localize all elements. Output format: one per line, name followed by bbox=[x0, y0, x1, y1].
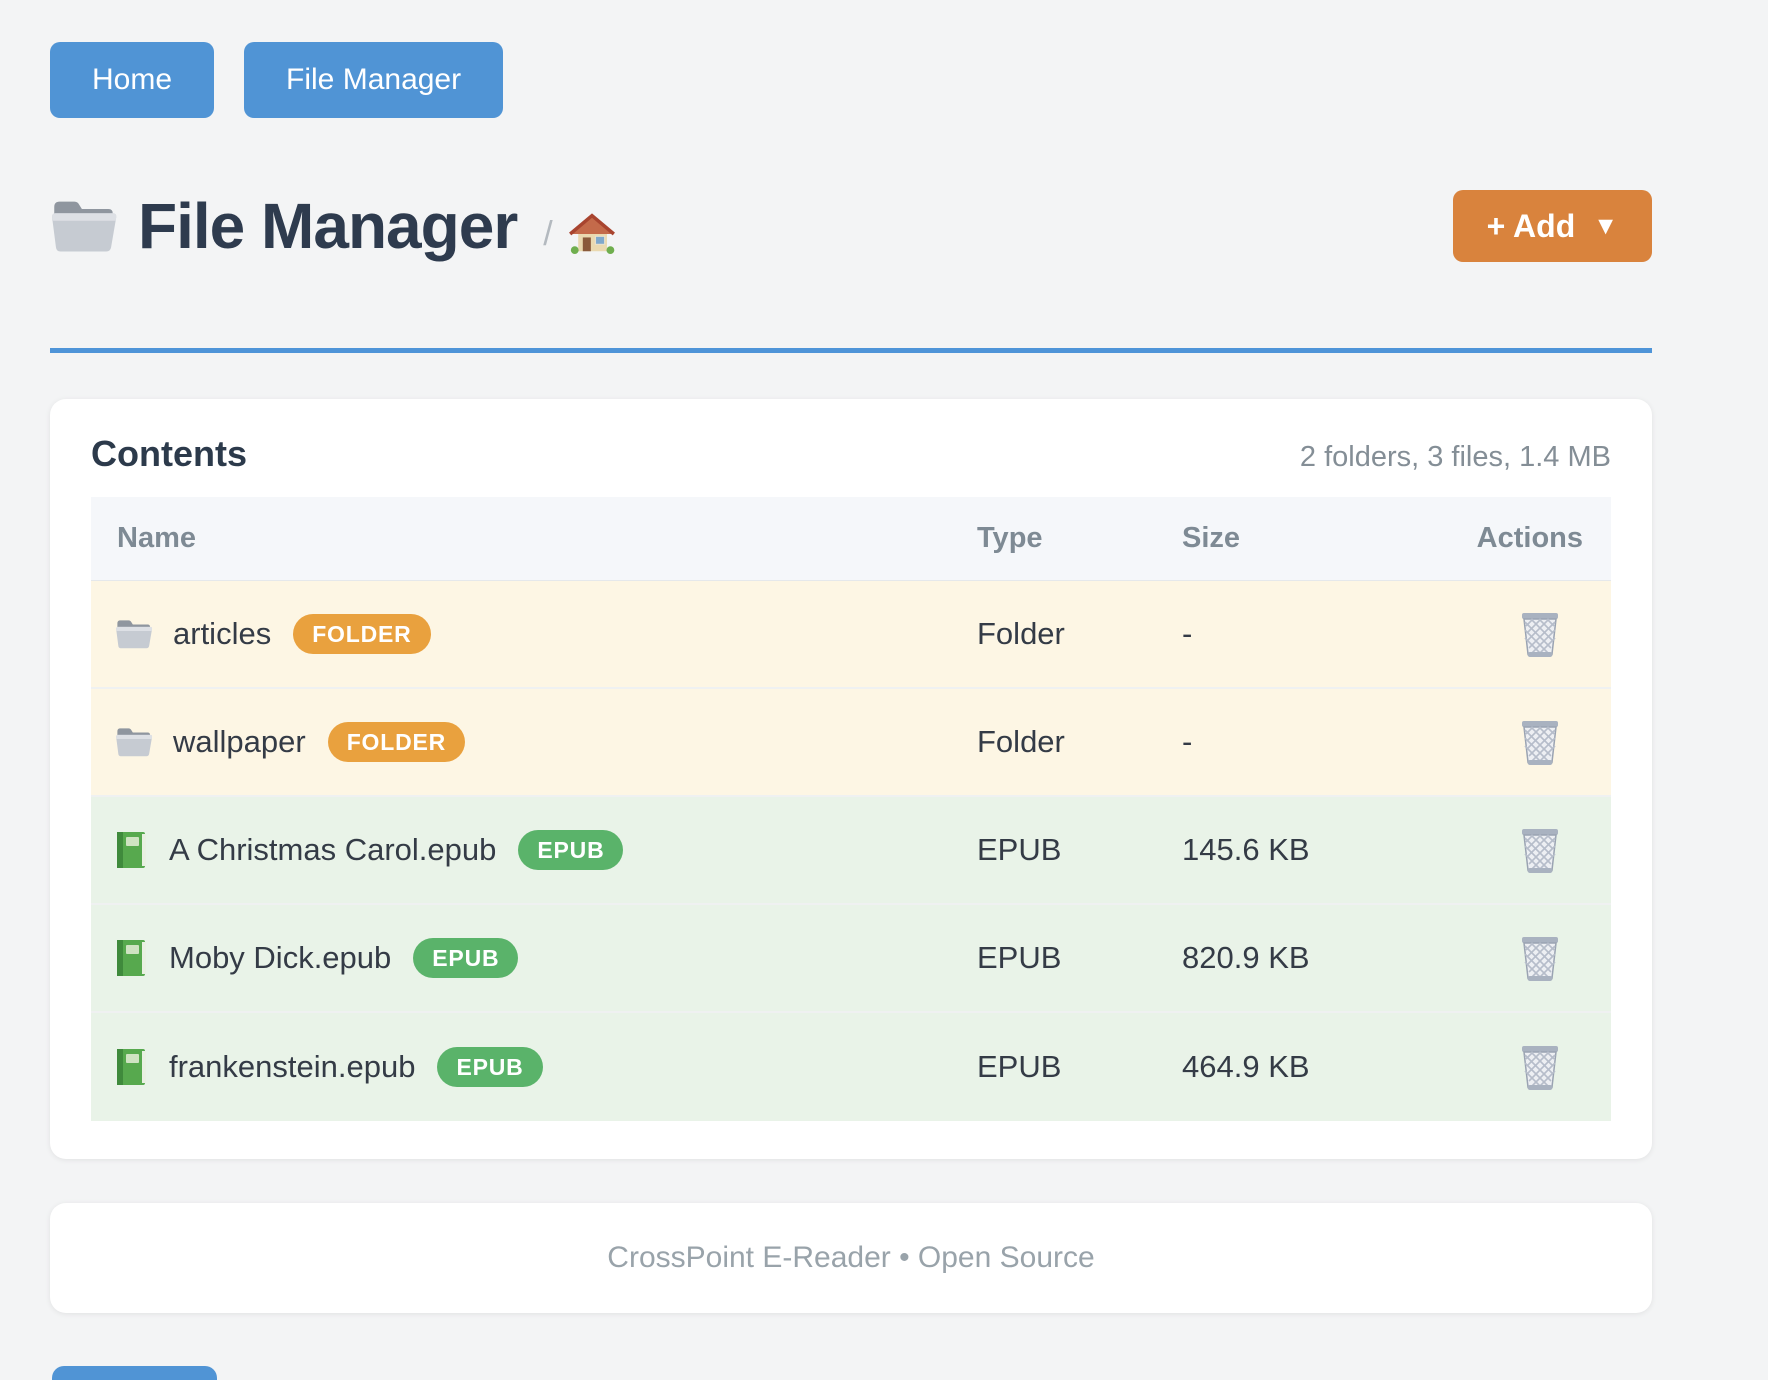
file-name: A Christmas Carol.epub bbox=[169, 832, 497, 867]
title-group: File Manager / bbox=[50, 189, 615, 263]
file-name: frankenstein.epub bbox=[169, 1049, 416, 1084]
type-cell: EPUB bbox=[977, 1049, 1062, 1084]
size-cell: 145.6 KB bbox=[1182, 832, 1310, 867]
breadcrumb: / bbox=[543, 196, 615, 256]
table-row-articles[interactable]: articles FOLDER Folder - bbox=[91, 581, 1611, 689]
nav-file-manager-button[interactable]: File Manager bbox=[244, 42, 504, 118]
page-header: File Manager / + Add ▼ bbox=[50, 184, 1652, 268]
caret-down-icon: ▼ bbox=[1593, 211, 1618, 240]
type-badge: FOLDER bbox=[327, 722, 466, 762]
house-icon[interactable] bbox=[568, 212, 615, 256]
actions-cell bbox=[1426, 1043, 1611, 1091]
contents-card: Contents 2 folders, 3 files, 1.4 MB Name… bbox=[50, 399, 1652, 1159]
green-book-icon bbox=[117, 1049, 146, 1085]
column-header-actions: Actions bbox=[1476, 522, 1583, 554]
green-book-icon bbox=[117, 940, 146, 976]
trash-icon bbox=[1522, 613, 1558, 657]
table-header-row: Name Type Size Actions bbox=[91, 497, 1611, 581]
trash-icon bbox=[1522, 937, 1558, 981]
add-button-label: + Add bbox=[1486, 207, 1576, 244]
file-name: Moby Dick.epub bbox=[169, 940, 392, 975]
delete-button[interactable] bbox=[1517, 826, 1563, 874]
page-title: File Manager bbox=[138, 190, 518, 262]
partial-home-button[interactable] bbox=[52, 1366, 217, 1380]
type-badge: EPUB bbox=[437, 1047, 543, 1087]
folder-icon bbox=[116, 728, 153, 757]
size-cell: 820.9 KB bbox=[1182, 940, 1310, 975]
type-cell: EPUB bbox=[977, 832, 1062, 867]
delete-button[interactable] bbox=[1517, 610, 1563, 658]
actions-cell bbox=[1426, 934, 1611, 982]
folder-icon bbox=[116, 620, 153, 649]
name-cell: wallpaper FOLDER bbox=[91, 722, 951, 762]
green-book-icon bbox=[117, 832, 146, 868]
breadcrumb-separator: / bbox=[543, 214, 553, 253]
column-header-name: Name bbox=[117, 522, 196, 554]
type-badge: EPUB bbox=[413, 938, 519, 978]
type-cell: EPUB bbox=[977, 940, 1062, 975]
contents-card-header: Contents 2 folders, 3 files, 1.4 MB bbox=[91, 433, 1611, 475]
trash-icon bbox=[1522, 721, 1558, 765]
title-rule bbox=[50, 348, 1652, 353]
column-header-type: Type bbox=[977, 522, 1043, 554]
file-name: wallpaper bbox=[173, 724, 306, 759]
contents-title: Contents bbox=[91, 433, 247, 474]
delete-button[interactable] bbox=[1517, 718, 1563, 766]
actions-cell bbox=[1426, 610, 1611, 658]
actions-cell bbox=[1426, 718, 1611, 766]
table-row-christmas-carol[interactable]: A Christmas Carol.epub EPUB EPUB 145.6 K… bbox=[91, 797, 1611, 905]
footer-text: CrossPoint E-Reader • Open Source bbox=[607, 1241, 1095, 1274]
size-cell: - bbox=[1182, 724, 1193, 759]
table-row-wallpaper[interactable]: wallpaper FOLDER Folder - bbox=[91, 689, 1611, 797]
type-cell: Folder bbox=[977, 724, 1065, 759]
file-table: Name Type Size Actions articles FOLD bbox=[91, 497, 1611, 1121]
top-nav: Home File Manager bbox=[50, 42, 1652, 118]
type-badge: FOLDER bbox=[293, 614, 431, 654]
size-cell: - bbox=[1182, 616, 1193, 651]
page: Home File Manager File Manager / bbox=[50, 42, 1652, 1313]
contents-summary: 2 folders, 3 files, 1.4 MB bbox=[1299, 441, 1611, 473]
file-name: articles bbox=[173, 616, 272, 651]
table-row-moby-dick[interactable]: Moby Dick.epub EPUB EPUB 820.9 KB bbox=[91, 905, 1611, 1013]
name-cell: articles FOLDER bbox=[91, 614, 951, 654]
folder-icon bbox=[52, 201, 117, 252]
size-cell: 464.9 KB bbox=[1182, 1049, 1310, 1084]
delete-button[interactable] bbox=[1517, 1043, 1563, 1091]
name-cell: A Christmas Carol.epub EPUB bbox=[91, 830, 951, 870]
footer: CrossPoint E-Reader • Open Source bbox=[50, 1203, 1652, 1313]
type-cell: Folder bbox=[977, 616, 1065, 651]
name-cell: Moby Dick.epub EPUB bbox=[91, 938, 951, 978]
table-row-frankenstein[interactable]: frankenstein.epub EPUB EPUB 464.9 KB bbox=[91, 1013, 1611, 1121]
add-button[interactable]: + Add ▼ bbox=[1452, 190, 1652, 262]
column-header-size: Size bbox=[1182, 522, 1241, 554]
trash-icon bbox=[1522, 829, 1558, 873]
nav-home-button[interactable]: Home bbox=[50, 42, 215, 118]
trash-icon bbox=[1522, 1046, 1558, 1090]
actions-cell bbox=[1426, 826, 1611, 874]
name-cell: frankenstein.epub EPUB bbox=[91, 1047, 951, 1087]
delete-button[interactable] bbox=[1517, 934, 1563, 982]
type-badge: EPUB bbox=[518, 830, 624, 870]
